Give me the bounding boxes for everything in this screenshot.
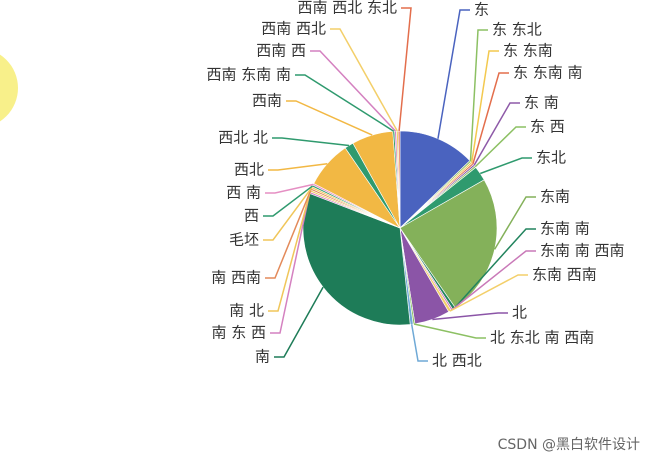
slice-label: 西 南 (226, 184, 261, 202)
slice-label: 南 北 (229, 302, 264, 320)
leader-line (263, 187, 313, 241)
slice-label: 东 东南 (503, 42, 553, 60)
leader-line (270, 192, 311, 334)
leader-line (268, 190, 312, 312)
leader-line (413, 323, 486, 339)
leader-line (470, 50, 499, 163)
slice-label: 西 (244, 207, 259, 225)
slice-label: 东南 (540, 188, 570, 206)
pie-slice (399, 130, 471, 229)
slice-label: 西南 东南 南 (206, 66, 291, 84)
leader-line (453, 228, 536, 310)
leader-line (286, 100, 373, 136)
leader-line (274, 286, 324, 358)
slice-label: 西南 西 (256, 42, 306, 60)
leader-line (265, 188, 312, 279)
leader-line (437, 9, 470, 139)
leader-line (432, 312, 508, 321)
slice-label: 西南 (252, 92, 282, 110)
slice-label: 西北 (234, 161, 264, 179)
leader-line (474, 126, 526, 168)
leader-line (410, 324, 428, 362)
leader-line (469, 29, 488, 162)
slice-label: 东北 (536, 149, 566, 167)
leader-line (310, 50, 397, 132)
slice-label: 南 东 西 (211, 324, 266, 342)
decoration (0, 54, 18, 122)
leader-line (449, 274, 528, 312)
leader-line (263, 185, 314, 217)
leader-line (330, 28, 398, 132)
slice-label: 南 (255, 348, 270, 366)
leader-line (268, 163, 328, 171)
leader-line (493, 196, 536, 250)
leader-line (479, 157, 532, 175)
slice-label: 东 西 (530, 118, 565, 136)
slice-label: 东南 南 西南 (540, 242, 625, 260)
leader-line (265, 183, 314, 194)
slice-label: 东 南 (524, 94, 559, 112)
slice-label: 东南 南 (540, 220, 590, 238)
slice-label: 东 (474, 1, 489, 19)
slice-label: 北 西北 (432, 352, 482, 370)
slice-label: 南 西南 (211, 269, 261, 287)
leader-line (272, 137, 350, 147)
slice-label: 毛坯 (229, 231, 259, 249)
slice-label: 东 东北 (492, 21, 542, 39)
slice-label: 东南 西南 (532, 266, 597, 284)
leader-line (295, 74, 395, 132)
watermark: CSDN @黑白软件设计 (498, 437, 640, 453)
leader-line (398, 7, 412, 132)
slice-label: 西南 西北 东北 (297, 0, 397, 17)
slice-label: 西南 西北 (261, 20, 326, 38)
leader-line (473, 102, 520, 166)
pie-slice (397, 130, 401, 229)
slice-label: 西北 北 (218, 129, 268, 147)
slice-label: 东 东南 南 (513, 64, 583, 82)
slice-label: 北 东北 南 西南 (490, 329, 594, 347)
leader-line (472, 72, 509, 165)
leader-line (451, 250, 536, 311)
slice-label: 北 (512, 304, 527, 322)
